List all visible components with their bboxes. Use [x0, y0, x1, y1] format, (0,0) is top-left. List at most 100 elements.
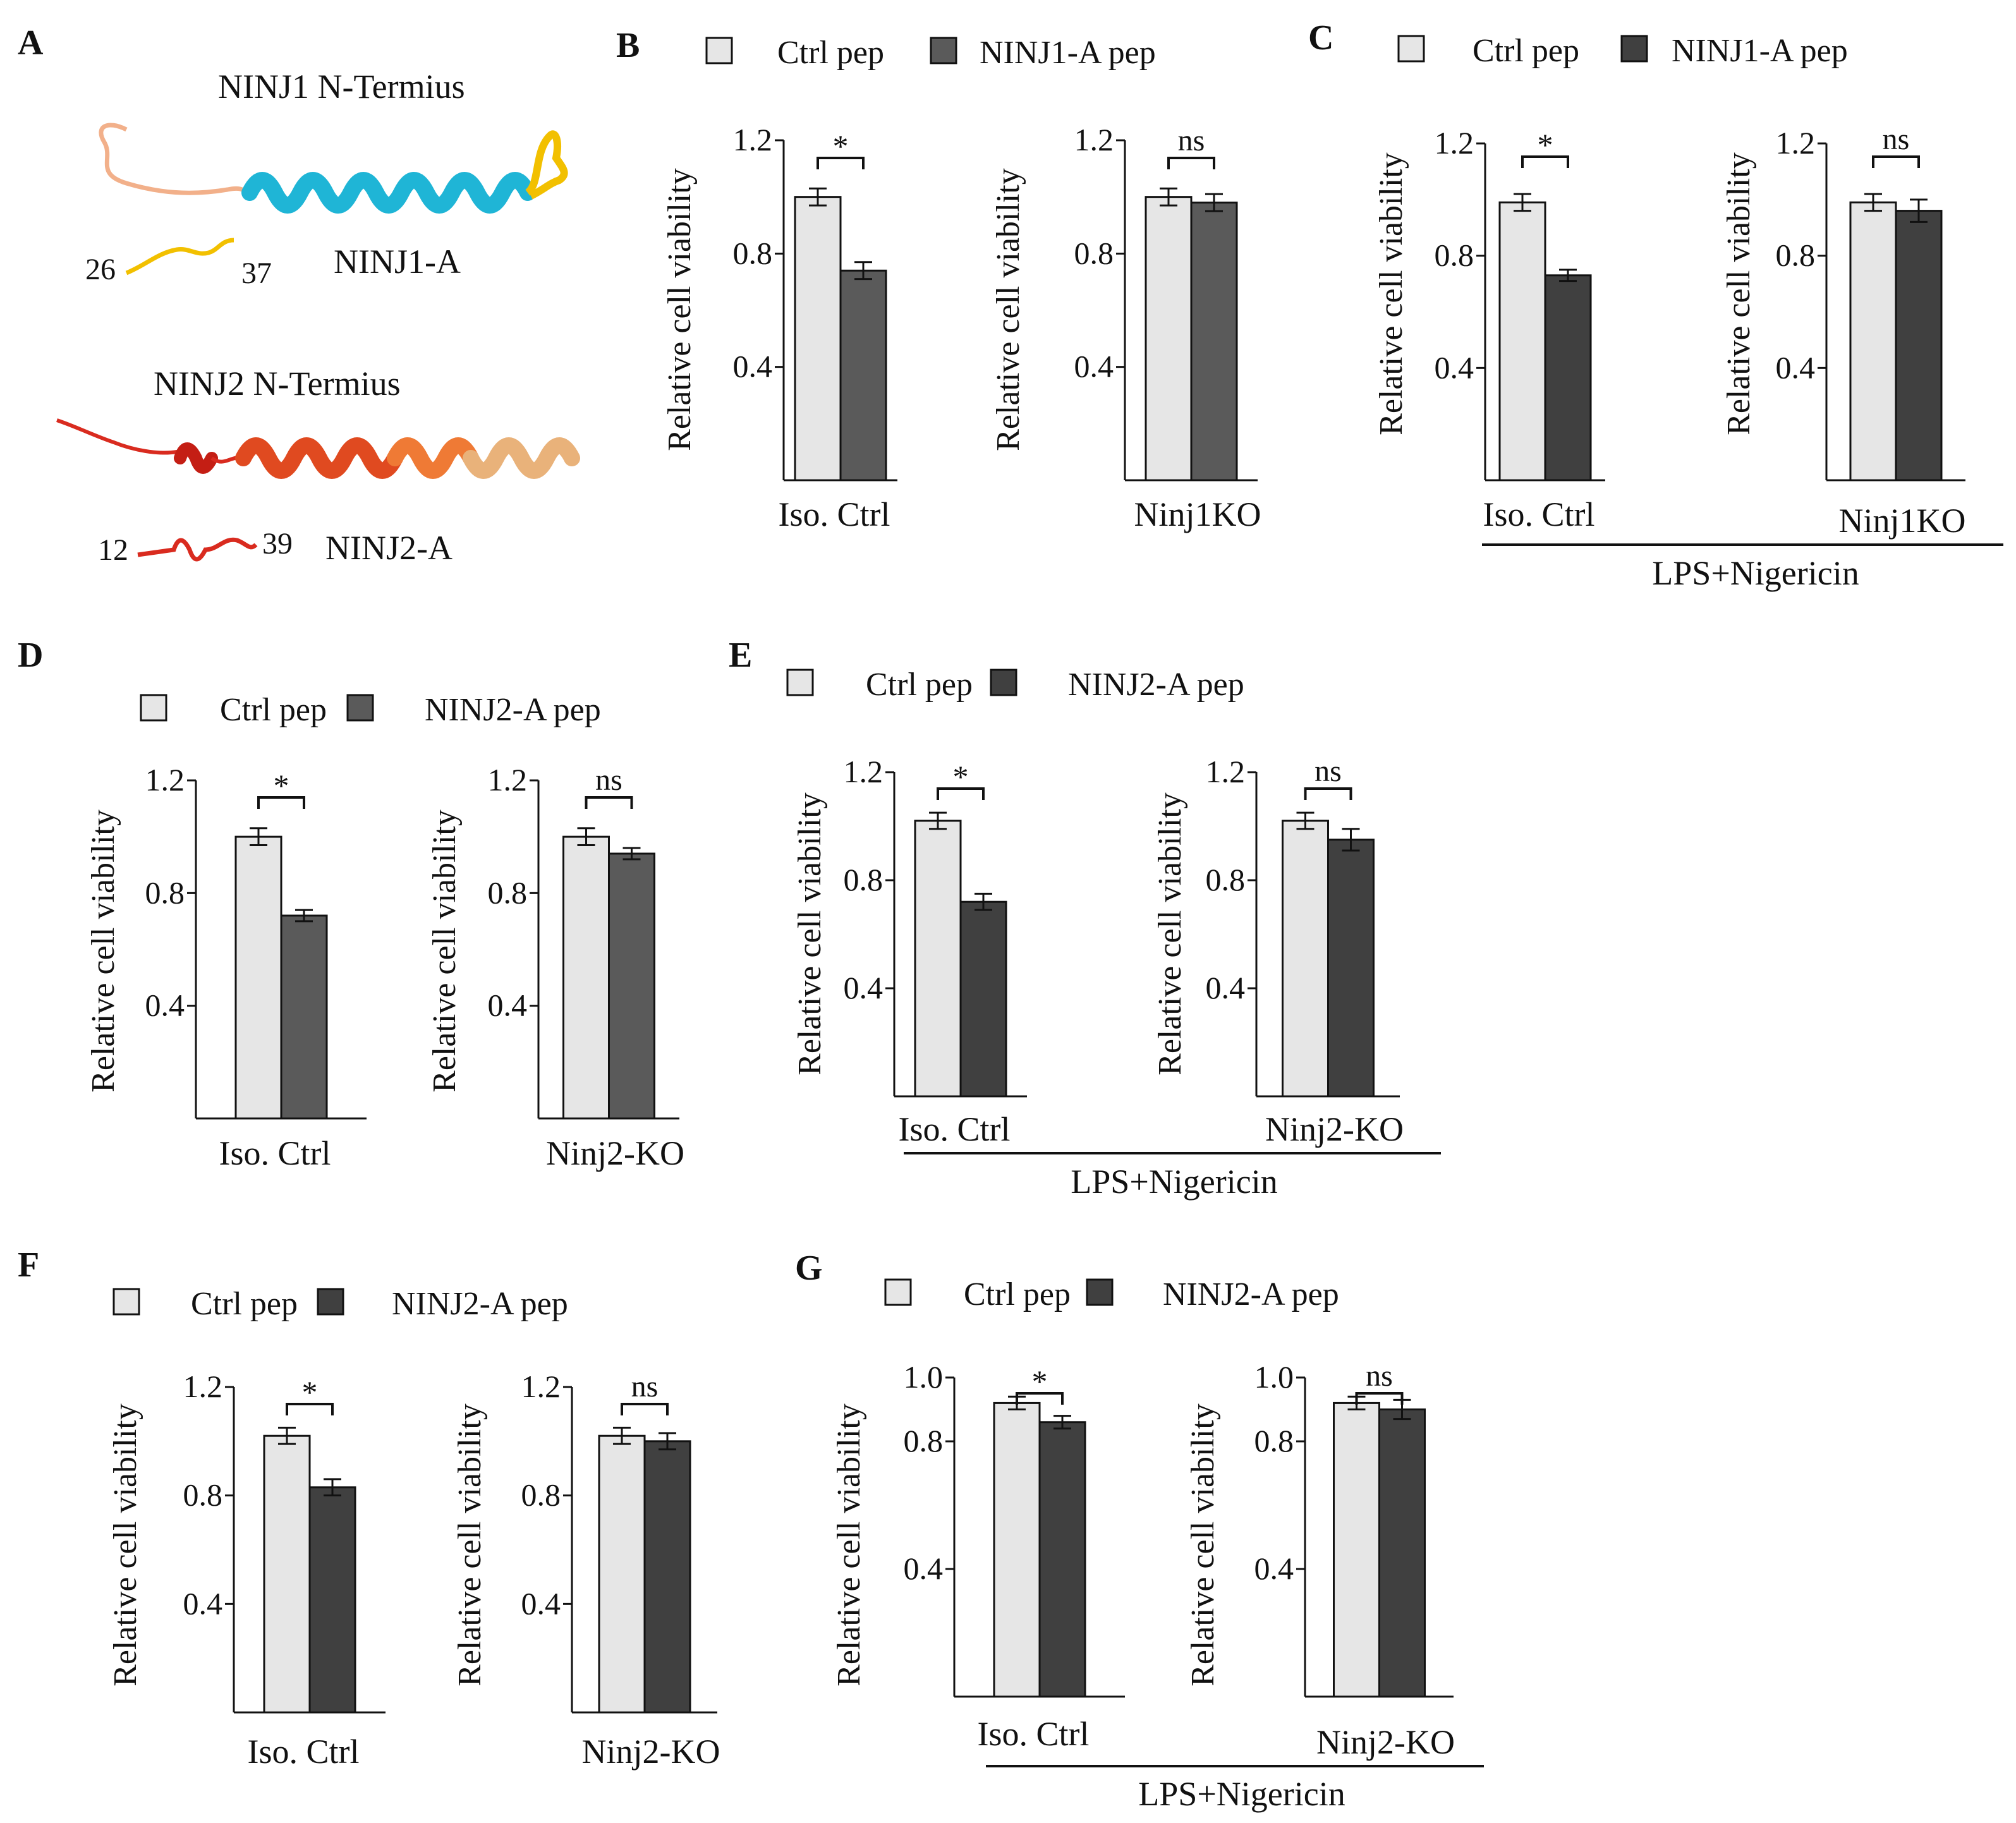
category-label: Ninj1KO [1839, 502, 1966, 540]
significance-bracket [937, 787, 985, 800]
y-tick-label: 0.8 [1254, 1423, 1294, 1458]
y-tick-label: 1.2 [844, 754, 884, 789]
y-tick-label: 0.4 [1206, 970, 1246, 1005]
panel-letter-d: D [18, 636, 43, 675]
y-axis-label: Relative cell viability [1373, 152, 1409, 435]
bar-ctrl-pep [598, 1434, 646, 1714]
bar-treatment-pep [1190, 202, 1238, 481]
significance-label: * [833, 128, 849, 164]
y-tick-label: 0.8 [1206, 862, 1246, 897]
category-label: Iso. Ctrl [247, 1733, 359, 1771]
ninj2-short-helix [174, 442, 218, 474]
y-axis-label: Relative cell viability [831, 1403, 867, 1687]
significance-label: * [1032, 1364, 1048, 1399]
significance-label: ns [1366, 1359, 1393, 1393]
significance-bracket [585, 796, 633, 809]
ninj2-fragment-end: 39 [262, 527, 293, 560]
panel-letter-g: G [795, 1249, 823, 1288]
y-tick-label: 1.2 [733, 122, 773, 157]
ninj1-helix [241, 172, 536, 214]
legend-label-treatment: NINJ1-A pep [980, 35, 1156, 71]
category-label: Iso. Ctrl [898, 1110, 1010, 1148]
legend-swatch-ctrl [786, 669, 814, 696]
y-tick-label: 1.2 [1776, 125, 1816, 160]
y-axis-label: Relative cell viability [1152, 792, 1188, 1075]
bar-ctrl-pep [993, 1402, 1041, 1698]
y-tick-label: 0.4 [521, 1585, 561, 1621]
significance-bracket [817, 157, 865, 169]
y-tick-label: 1.2 [183, 1369, 223, 1404]
y-tick-label: 0.4 [844, 970, 884, 1005]
legend-swatch-treatment [1086, 1278, 1114, 1306]
y-tick-label: 1.2 [521, 1369, 561, 1404]
legend-label-ctrl: Ctrl pep [964, 1276, 1071, 1312]
bar-treatment-pep [608, 852, 655, 1120]
y-tick-label: 1.2 [488, 762, 528, 797]
y-tick-label: 1.2 [1206, 754, 1246, 789]
group-label: LPS+Nigericin [1138, 1775, 1345, 1813]
ninj1-loop [99, 123, 248, 195]
legend-swatch-treatment [930, 37, 957, 64]
y-axis-label: Relative cell viability [107, 1403, 143, 1687]
panel-g-chart: G Ctrl pep NINJ2-A pep 0.4 0.8 1.0 Relative ce… [795, 1249, 1484, 1813]
ninj2-fragment-start: 12 [98, 533, 128, 567]
bar-ctrl-pep [1849, 201, 1897, 481]
significance-bracket [286, 1403, 334, 1415]
legend-swatch-treatment [990, 669, 1017, 696]
y-axis-label: Relative cell viability [662, 168, 698, 451]
significance-bracket [257, 796, 305, 809]
panel-letter-c: C [1308, 18, 1333, 58]
bar-ctrl-pep [562, 835, 610, 1120]
legend-label-treatment: NINJ1-A pep [1672, 33, 1848, 69]
significance-label: ns [595, 763, 622, 797]
significance-bracket [1016, 1392, 1064, 1405]
significance-bracket [1304, 787, 1352, 800]
group-label: LPS+Nigericin [1071, 1163, 1277, 1201]
bar-ctrl-pep [1333, 1402, 1380, 1698]
bar-ctrl-pep [794, 196, 842, 481]
significance-label: * [274, 768, 289, 803]
y-axis-label: Relative cell viability [990, 168, 1026, 451]
panel-e-chart: E Ctrl pep NINJ2-A pep 0.4 0.8 1.2 Relative ce… [729, 636, 1441, 1201]
significance-bracket [1872, 155, 1920, 168]
legend-label-treatment: NINJ2-A pep [425, 692, 601, 728]
bar-ctrl-pep [1145, 196, 1193, 481]
ninj1-fragment-label: NINJ1-A [334, 243, 461, 281]
legend-swatch-ctrl [1397, 35, 1425, 63]
y-tick-label: 0.8 [1074, 235, 1114, 270]
y-tick-label: 0.4 [1074, 349, 1114, 384]
bar-treatment-pep [1378, 1408, 1426, 1698]
category-label: Iso. Ctrl [219, 1134, 331, 1172]
category-label: Ninj2-KO [1265, 1110, 1404, 1148]
panel-letter-b: B [616, 26, 640, 65]
bar-treatment-pep [839, 269, 887, 481]
y-tick-label: 0.8 [488, 875, 528, 910]
bar-ctrl-pep [263, 1434, 311, 1714]
y-tick-label: 0.4 [904, 1551, 944, 1586]
y-tick-label: 0.4 [145, 988, 185, 1023]
y-tick-label: 0.4 [183, 1585, 223, 1621]
ninj1-title: NINJ1 N-Termius [218, 68, 465, 106]
significance-bracket [621, 1403, 669, 1415]
category-label: Ninj2-KO [1316, 1723, 1455, 1761]
ninj2-helix-red [235, 437, 403, 479]
y-tick-label: 0.8 [521, 1477, 561, 1513]
legend-swatch-treatment [317, 1288, 344, 1316]
panel-letter-a: A [18, 23, 44, 63]
ninj2-helix-orange [387, 437, 479, 479]
y-tick-label: 0.8 [145, 875, 185, 910]
ninj1-c-terminal-end [525, 130, 568, 200]
bar-treatment-pep [308, 1486, 356, 1714]
legend-label-ctrl: Ctrl pep [1473, 33, 1579, 69]
ninj2-title: NINJ2 N-Termius [154, 365, 401, 403]
significance-bracket [1355, 1392, 1404, 1405]
y-tick-label: 0.8 [904, 1423, 944, 1458]
category-label: Ninj1KO [1134, 495, 1261, 533]
ninj2-structure-illustration [56, 418, 580, 562]
significance-label: ns [1883, 123, 1910, 156]
y-axis-label: Relative cell viability [792, 792, 828, 1075]
legend-label-ctrl: Ctrl pep [220, 692, 327, 728]
bar-treatment-pep [643, 1440, 691, 1714]
y-axis-label: Relative cell viability [1185, 1403, 1221, 1687]
